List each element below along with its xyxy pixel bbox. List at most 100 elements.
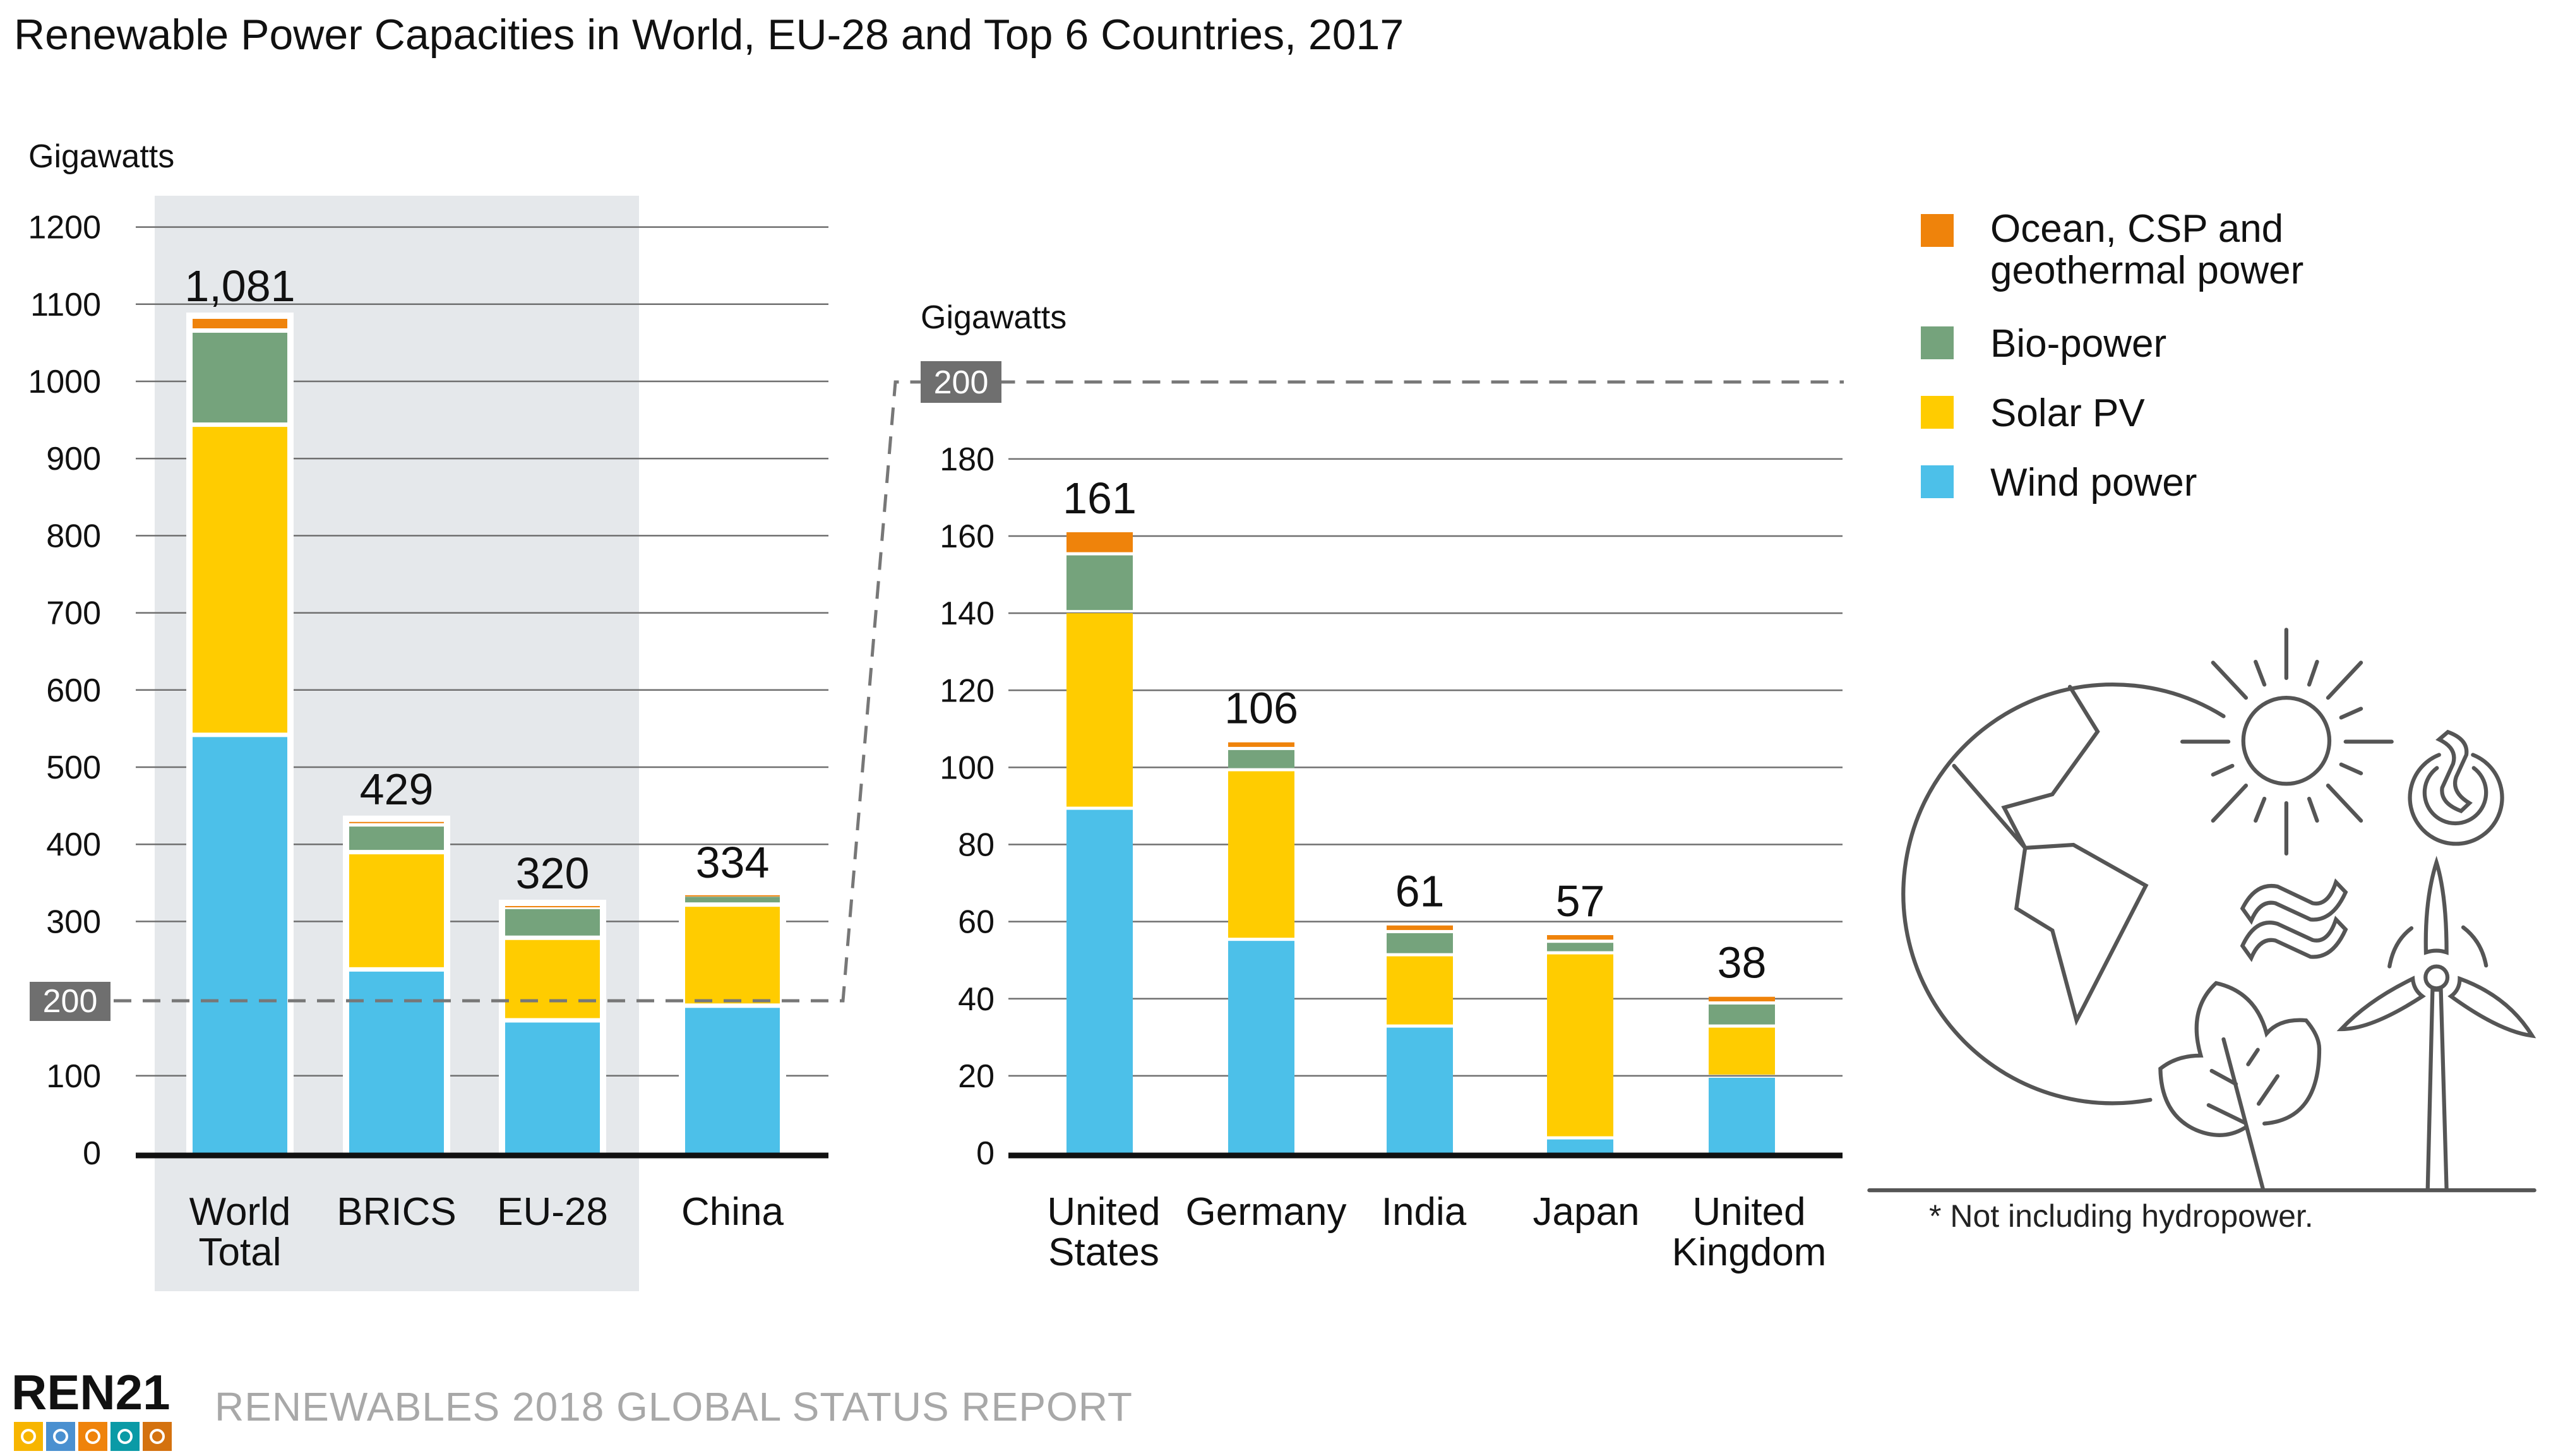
bar-segment-united-states-bio-power (1066, 555, 1133, 611)
bar-segment-united-states-ocean-csp-and-geothermal-power (1066, 532, 1133, 552)
bar-segment-brics-ocean-csp-and-geothermal-power (349, 821, 444, 823)
bar-segment-india-ocean-csp-and-geothermal-power (1387, 925, 1453, 930)
logo-tiles (14, 1422, 172, 1451)
y-tick-label: 160 (940, 518, 995, 555)
y-tick-label: 1200 (28, 210, 101, 246)
category-label-japan: Japan (1533, 1190, 1640, 1234)
legend-swatch-ocean (1921, 214, 1954, 247)
geothermal-icon (78, 1422, 107, 1451)
bar-segment-germany-wind-power (1228, 941, 1294, 1153)
category-label-germany: Germany (1186, 1190, 1347, 1234)
y-tick-label: 600 (46, 672, 101, 709)
y-tick-label: 700 (46, 595, 101, 632)
chart-title: Renewable Power Capacities in World, EU-… (14, 11, 1404, 59)
category-label-united-kingdom: United (1692, 1190, 1805, 1234)
bar-segment-united-kingdom-solar-pv (1709, 1027, 1775, 1075)
total-label-united-kingdom: 38 (1718, 938, 1767, 988)
category-label-brics: BRICS (337, 1190, 456, 1234)
wind-turbine-icon (46, 1422, 75, 1451)
y-tick-label: 140 (940, 595, 995, 632)
y-tick-label: 80 (958, 827, 995, 864)
bar-segment-japan-solar-pv (1547, 954, 1613, 1137)
legend-item-wind-power: Wind power (1921, 461, 2197, 504)
bar-segment-india-wind-power (1387, 1027, 1453, 1153)
bar-segment-united-states-wind-power (1066, 809, 1133, 1153)
zoom-connector-line (114, 380, 1844, 1003)
y-tick-label: 400 (46, 826, 101, 863)
bar-segment-world-total-bio-power (193, 333, 287, 423)
sun-icon (2180, 628, 2394, 856)
bar-segment-brics-bio-power (349, 826, 444, 850)
total-label-world-total: 1,081 (184, 261, 295, 311)
right-zoom-tick-bg (921, 361, 1001, 403)
y-tick-label: 40 (958, 981, 995, 1018)
left-bars (186, 313, 786, 1153)
ren21-logo-text: REN21 (11, 1364, 170, 1420)
category-label-world-total: World (189, 1190, 291, 1234)
bar-segment-china-solar-pv (685, 907, 780, 1004)
ocean-wave-icon (111, 1422, 140, 1451)
bar-segment-world-total-ocean-csp-and-geothermal-power (193, 319, 287, 329)
left-y-axis-label: Gigawatts (28, 138, 174, 175)
bar-segment-eu-28-ocean-csp-and-geothermal-power (505, 905, 600, 907)
left-y-ticks: 0 100 300 400 500 600 700 800 900 1000 1100 1200 (28, 210, 101, 1172)
globe-icon (1901, 682, 2226, 1106)
sun-icon (14, 1422, 43, 1451)
bar-segment-japan-wind-power (1547, 1139, 1613, 1153)
bar-segment-united-kingdom-bio-power (1709, 1004, 1775, 1025)
category-label-china: China (681, 1190, 784, 1234)
category-label-india: India (1382, 1190, 1467, 1234)
total-label-japan: 57 (1556, 876, 1605, 926)
bar-segment-united-states-solar-pv (1066, 613, 1133, 807)
bar-segment-brics-solar-pv (349, 854, 444, 967)
total-label-germany: 106 (1224, 684, 1298, 733)
bar-segment-india-solar-pv (1387, 956, 1453, 1025)
y-tick-label: 0 (83, 1135, 101, 1172)
ren21-logo: REN21 (11, 1364, 172, 1451)
legend-label: geothermal power (1990, 249, 2303, 292)
total-label-china: 334 (696, 838, 770, 887)
geothermal-icon (2408, 729, 2504, 846)
y-tick-label: 100 (46, 1058, 101, 1095)
bar-segment-eu-28-wind-power (505, 1022, 600, 1153)
y-tick-label: 180 (940, 441, 995, 478)
left-zoom-tick-label: 200 (43, 983, 98, 1020)
right-gridlines (1008, 458, 1843, 1077)
bar-segment-germany-solar-pv (1228, 771, 1294, 938)
category-label-world-total: Total (199, 1231, 282, 1274)
renewables-illustration (1867, 628, 2536, 1193)
footnote: * Not including hydropower. (1929, 1198, 2314, 1234)
total-label-united-states: 161 (1063, 474, 1137, 523)
left-zoom-tick-bg (30, 982, 111, 1021)
y-tick-label: 0 (976, 1135, 995, 1172)
y-tick-label: 1000 (28, 364, 101, 400)
continent-north-america-outline (1952, 684, 2100, 849)
legend-swatch-solar (1921, 396, 1954, 429)
legend-item-solar-pv: Solar PV (1921, 391, 2145, 435)
right-total-labels: 161 106 61 57 38 (1063, 474, 1766, 988)
bar-segment-china-ocean-csp-and-geothermal-power (685, 895, 780, 897)
bar-segment-germany-bio-power (1228, 749, 1294, 768)
y-tick-label: 500 (46, 749, 101, 786)
bar-segment-japan-ocean-csp-and-geothermal-power (1547, 935, 1613, 940)
bar-segment-china-bio-power (685, 897, 780, 903)
bar-segment-japan-bio-power (1547, 943, 1613, 952)
bar-segment-india-bio-power (1387, 933, 1453, 953)
legend-swatch-bio (1921, 326, 1954, 359)
y-tick-label: 120 (940, 672, 995, 709)
legend-label: Bio-power (1990, 322, 2166, 366)
legend-label: Solar PV (1990, 391, 2145, 435)
total-label-eu-28: 320 (516, 849, 590, 898)
y-tick-label: 60 (958, 904, 995, 941)
ocean-wave-icon (2240, 878, 2348, 962)
category-label-eu-28: EU-28 (497, 1190, 608, 1234)
total-label-brics: 429 (360, 765, 434, 814)
bar-segment-eu-28-solar-pv (505, 940, 600, 1018)
bar-segment-world-total-solar-pv (193, 427, 287, 733)
bar-segment-brics-wind-power (349, 971, 444, 1153)
